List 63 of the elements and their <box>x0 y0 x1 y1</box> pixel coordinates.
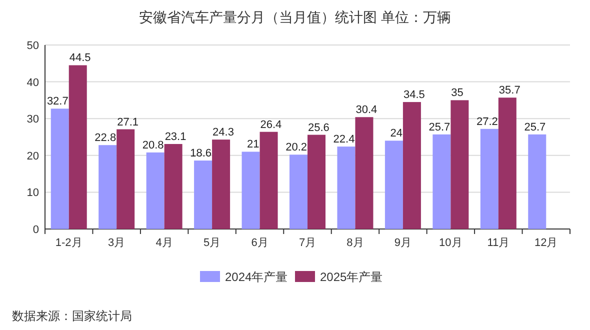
bar <box>164 144 182 229</box>
bar <box>98 145 117 229</box>
data-label: 32.7 <box>46 96 68 108</box>
data-label: 20.2 <box>286 142 307 154</box>
bar <box>68 65 87 229</box>
legend-label: 2025年产量 <box>320 270 383 284</box>
data-label: 22.8 <box>94 132 116 144</box>
bar <box>337 146 356 229</box>
x-tick-label: 6月 <box>251 237 268 249</box>
data-label: 22.4 <box>333 134 355 146</box>
x-tick-label: 9月 <box>394 237 412 249</box>
data-label: 23.1 <box>164 130 186 143</box>
bar <box>528 134 546 229</box>
x-tick-label: 11月 <box>487 237 510 249</box>
legend-label: 2024年产量 <box>225 270 288 284</box>
bar <box>384 140 403 229</box>
bar <box>308 134 326 229</box>
x-tick-label: 5月 <box>203 237 221 249</box>
data-label: 27.1 <box>117 116 139 128</box>
y-tick-label: 20 <box>26 150 39 162</box>
data-label: 34.5 <box>403 89 425 102</box>
x-tick-label: 4月 <box>156 237 173 249</box>
y-tick-label: 0 <box>32 224 39 236</box>
bar <box>194 160 212 229</box>
bar <box>450 100 469 229</box>
x-tick-label: 8月 <box>346 237 364 249</box>
source-note: 数据来源：国家统计局 <box>12 309 132 323</box>
y-tick-label: 10 <box>26 187 39 200</box>
data-label: 24.3 <box>212 126 234 139</box>
bar <box>50 108 69 229</box>
x-tick-label: 10月 <box>439 237 462 249</box>
data-label: 25.7 <box>428 121 450 134</box>
bar <box>498 98 516 229</box>
data-label: 25.6 <box>308 122 330 134</box>
data-label: 26.4 <box>260 118 282 131</box>
y-tick-label: 50 <box>26 40 39 52</box>
x-tick-label: 12月 <box>534 237 558 249</box>
data-label: 27.2 <box>476 116 498 128</box>
y-tick-label: 30 <box>26 114 39 126</box>
x-tick-label: 1-2月 <box>55 237 82 249</box>
data-label: 35 <box>451 87 464 100</box>
bar <box>212 140 230 229</box>
bar <box>432 134 451 229</box>
bar <box>116 129 135 229</box>
bar <box>260 132 278 229</box>
bar <box>480 128 498 229</box>
data-label: 24 <box>390 128 402 140</box>
data-label: 35.7 <box>498 84 520 97</box>
data-label: 20.8 <box>142 139 164 152</box>
data-label: 18.6 <box>190 148 212 160</box>
y-tick-label: 40 <box>26 76 39 89</box>
bar <box>146 152 164 229</box>
bar <box>402 102 421 229</box>
x-tick-label: 7月 <box>298 237 316 249</box>
data-label: 21 <box>247 138 260 151</box>
data-label: 30.4 <box>356 104 378 116</box>
bar <box>242 152 260 229</box>
bar <box>290 154 308 229</box>
data-label: 44.5 <box>69 52 91 64</box>
bar <box>355 117 374 229</box>
data-label: 25.7 <box>524 121 546 134</box>
chart-title: 安徽省汽车产量分月（当月值）统计图 单位：万辆 <box>139 9 451 25</box>
x-tick-label: 3月 <box>108 237 126 249</box>
